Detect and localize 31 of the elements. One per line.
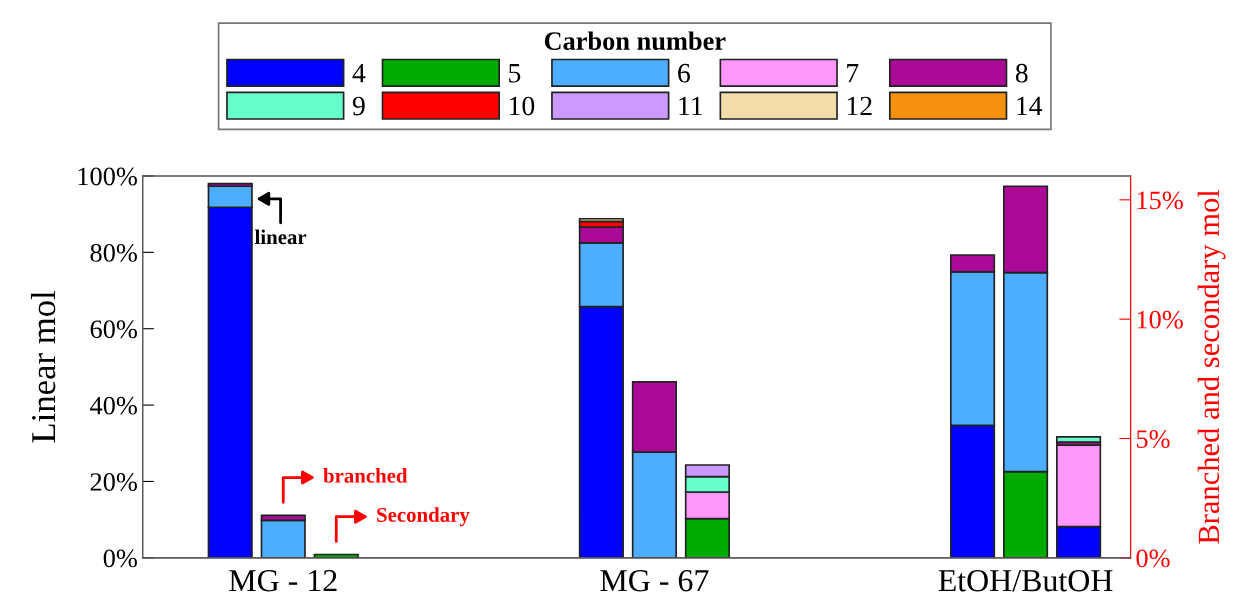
legend-label: 8 [1015,63,1028,83]
bar [1056,436,1102,443]
annotation: linear [254,229,307,245]
legend-label: 11 [679,96,703,116]
annotation: branched [323,468,408,483]
legend-title: Carbon number [544,31,726,51]
legend-label: 7 [847,64,859,83]
legend-label: 6 [678,63,691,83]
y-tick-label: 20% [90,473,137,491]
x-tick-label: EtOH/ButOH [938,569,1113,592]
legend-label: 9 [352,96,365,116]
y-tick-label: 60% [90,320,137,339]
legend-label: 5 [509,64,521,83]
y2-tick-label: 15% [1137,191,1183,210]
y-tick-label: 80% [90,243,137,262]
y2-tick-label: 10% [1137,310,1183,329]
bar [260,519,306,558]
legend-label: 14 [1017,96,1043,116]
legend-label: 10 [509,96,535,116]
y-tick-label: 100% [78,167,137,186]
y2-axis-title: Branched and secondary mol [1197,189,1226,544]
legend-label: 12 [847,96,872,116]
x-tick-label: MG - 67 [600,569,709,592]
legend-label: 4 [352,63,366,83]
annotation: Secondary [377,507,470,527]
y-tick-label: 0% [103,549,137,568]
y-axis-title: Linear mol [30,290,56,443]
y-tick-label: 40% [90,396,137,415]
y2-tick-label: 5% [1136,430,1170,449]
y2-tick-label: 0% [1136,549,1170,568]
x-tick-label: MG - 12 [229,569,337,592]
